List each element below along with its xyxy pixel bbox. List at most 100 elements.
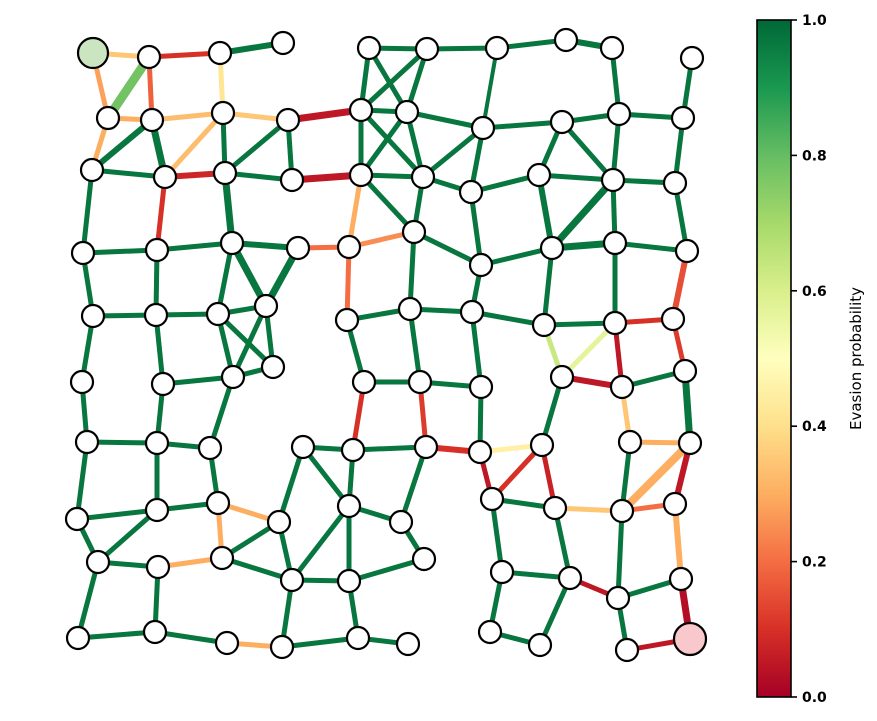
graph-node — [531, 312, 557, 338]
graph-edge — [207, 376, 236, 449]
graph-node — [529, 432, 555, 458]
graph-node — [672, 358, 698, 384]
graph-edge — [344, 246, 352, 321]
graph-node — [336, 493, 362, 519]
graph-node — [219, 230, 245, 256]
graph-node — [677, 430, 703, 456]
graph-edge — [359, 108, 425, 179]
graph-node — [212, 160, 238, 186]
graph-node — [279, 167, 305, 193]
graph-node — [609, 374, 635, 400]
graph-node — [662, 491, 688, 517]
graph-edge — [469, 311, 484, 388]
graph-node — [470, 115, 496, 141]
graph-node — [144, 237, 170, 263]
graph-node — [336, 234, 362, 260]
graph-node — [144, 430, 170, 456]
graph-node — [539, 235, 565, 261]
graph-edge — [96, 508, 159, 564]
graph-node — [351, 369, 377, 395]
graph-node — [407, 369, 433, 395]
graph-node — [662, 170, 688, 196]
graph-edge — [537, 576, 573, 647]
graph-node — [340, 437, 366, 463]
graph-node — [526, 162, 552, 188]
graph-node — [356, 35, 382, 61]
graph-node — [388, 509, 414, 535]
graph-edge — [216, 312, 275, 369]
graph-node — [260, 354, 286, 380]
graph-edge — [549, 177, 616, 251]
graph-edge — [480, 245, 553, 268]
graph-node — [553, 27, 579, 53]
graph-node — [479, 486, 505, 512]
graph-edge — [223, 118, 290, 175]
colorbar-gradient — [756, 19, 792, 698]
graph-node — [468, 374, 494, 400]
graph-node — [275, 107, 301, 133]
graph-node — [614, 637, 640, 663]
graph-edge — [406, 109, 484, 131]
graph-edge — [468, 191, 484, 266]
graph-node — [266, 509, 292, 535]
graph-node — [605, 585, 631, 611]
graph-node — [484, 35, 510, 61]
graph-node — [410, 164, 436, 190]
graph-node — [70, 240, 96, 266]
graph-edge — [366, 46, 410, 114]
graph-node — [413, 434, 439, 460]
graph-node — [394, 99, 420, 125]
graph-edge — [230, 304, 269, 379]
graph-node — [253, 293, 279, 319]
graph-node — [542, 495, 568, 521]
graph-node — [660, 306, 686, 332]
graph-node — [600, 167, 626, 193]
graph-edge — [560, 321, 617, 379]
colorbar-tick-label: 0.0 — [802, 690, 827, 706]
graph-node — [459, 299, 485, 325]
graph-node — [205, 490, 231, 516]
graph-edge — [76, 507, 158, 522]
graph-node — [205, 301, 231, 327]
graph-node — [397, 296, 423, 322]
graph-node — [85, 549, 111, 575]
graph-node — [336, 568, 362, 594]
graph-edge — [489, 498, 505, 573]
colorbar-ticks: 1.0 0.8 0.6 0.4 0.2 0.0 — [791, 13, 827, 706]
graph-edge — [481, 47, 499, 129]
graph-node — [411, 546, 437, 572]
graph-edge — [74, 441, 90, 520]
graph-edge — [287, 106, 362, 124]
graph-edge — [154, 176, 168, 251]
graph-node — [549, 109, 575, 135]
graph-node — [139, 107, 165, 133]
graph-node — [144, 497, 170, 523]
graph-node — [395, 631, 421, 657]
graph-node-highlighted — [76, 36, 110, 70]
graph-node — [79, 157, 105, 183]
graph-node — [145, 554, 171, 580]
graph-node — [152, 164, 178, 190]
graph-node — [69, 369, 95, 395]
graph-edge — [421, 126, 485, 179]
graph-node — [210, 100, 236, 126]
graph-edge — [407, 308, 423, 383]
graph-edge — [154, 629, 228, 646]
graph-node — [150, 371, 176, 397]
graph-edge — [276, 446, 306, 523]
graph-edge — [359, 47, 429, 112]
colorbar-tick-label: 0.4 — [802, 419, 827, 435]
graph-node — [220, 364, 246, 390]
graph-edge — [348, 556, 425, 584]
graph-node — [477, 619, 503, 645]
graph-node — [142, 619, 168, 645]
graph-node — [458, 179, 484, 205]
graph-node — [602, 230, 628, 256]
graph-edge — [398, 446, 429, 523]
graph-edge — [290, 504, 351, 582]
graph-edge — [541, 247, 555, 326]
graph-node — [348, 97, 374, 123]
graph-edge — [619, 440, 693, 514]
graph-node — [557, 565, 583, 591]
